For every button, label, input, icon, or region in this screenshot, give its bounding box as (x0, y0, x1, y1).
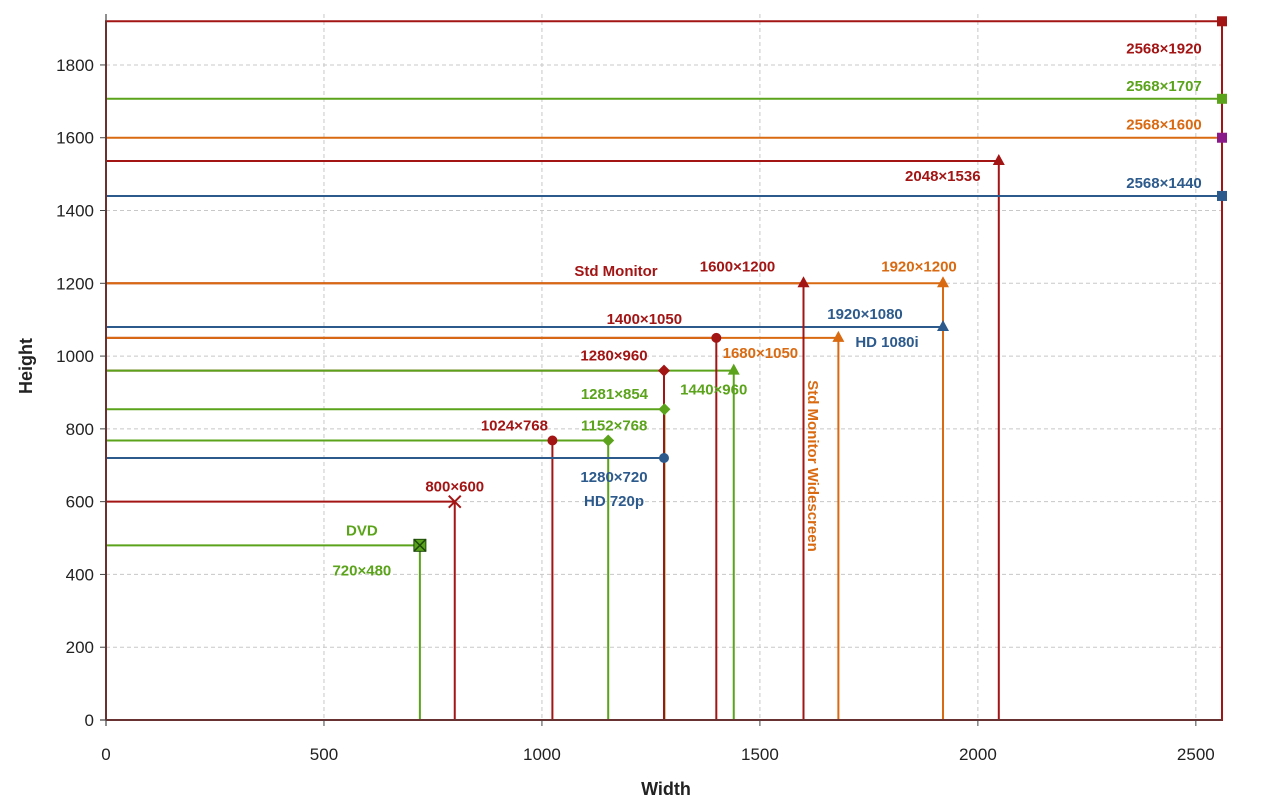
y-tick-label: 800 (66, 420, 94, 439)
annotation-std-monitor-widescreen: Std Monitor Widescreen (804, 380, 821, 552)
resolution-label: 2568×1440 (1126, 175, 1202, 192)
resolution-label: 1680×1050 (723, 345, 799, 362)
y-tick-label: 1600 (56, 129, 94, 148)
data-point-marker (1217, 132, 1227, 143)
resolution-label: 2568×1600 (1126, 117, 1202, 134)
x-tick-label: 1500 (741, 745, 779, 764)
marker-layer (413, 16, 1227, 552)
data-point-marker (602, 434, 615, 447)
data-point-marker (992, 154, 1005, 166)
x-axis-title: Width (641, 779, 691, 799)
data-point-marker (711, 332, 722, 343)
resolution-label: HD 1080i (855, 334, 918, 351)
resolution-line (105, 500, 456, 721)
data-point-marker (832, 330, 845, 342)
data-point-marker (937, 276, 949, 288)
data-point-marker-cross (413, 538, 427, 552)
resolution-line (105, 456, 665, 721)
x-tick-label: 1000 (523, 745, 561, 764)
resolution-label: 720×480 (332, 562, 391, 579)
resolution-label: 1920×1080 (827, 306, 903, 323)
data-point-marker (659, 452, 669, 463)
data-point-marker (448, 494, 462, 509)
resolution-label: 2048×1536 (905, 168, 981, 185)
data-point-marker (658, 364, 670, 377)
resolution-label: HD 720p (584, 493, 644, 510)
resolution-label: 1400×1050 (607, 311, 683, 328)
y-tick-label: 1200 (56, 274, 94, 293)
data-point-marker (1217, 93, 1227, 104)
resolution-label: 800×600 (425, 479, 484, 496)
y-axis-title: Height (16, 338, 36, 394)
resolution-label: 1152×768 (581, 418, 647, 435)
axis-layer: 0 500 1000 1500 2000 2500 0 200 400 600 800 1000 120… (56, 14, 1222, 764)
y-tick-label: 600 (66, 493, 94, 512)
resolution-line (105, 439, 610, 721)
resolution-label: 1280×720 (580, 469, 647, 486)
resolution-label: 1920×1200 (881, 258, 957, 275)
data-point-marker (658, 403, 671, 416)
data-point-marker (1217, 190, 1227, 201)
y-tick-label: 1000 (56, 347, 94, 366)
resolution-label: 1600×1200 (700, 258, 776, 275)
data-point-marker (727, 363, 740, 375)
resolution-label: DVD (346, 522, 378, 539)
resolution-label: 1281×854 (581, 386, 649, 403)
resolution-label: 1440×960 (680, 382, 747, 399)
y-tick-label: 1400 (56, 202, 94, 221)
resolution-label: 1280×960 (580, 348, 647, 365)
resolution-line (105, 439, 554, 721)
x-tick-label: 0 (101, 745, 110, 764)
x-tick-label: 500 (310, 745, 338, 764)
resolution-label: 2568×1707 (1126, 78, 1202, 95)
x-tick-label: 2000 (959, 745, 997, 764)
y-tick-label: 0 (85, 711, 94, 730)
data-point-marker (797, 276, 810, 288)
data-point-marker (937, 319, 949, 331)
label-layer: 720×480 DVD 800×600 1024×768 1152×768 1280×72… (332, 40, 1201, 579)
resolution-label: 1024×768 (481, 418, 548, 435)
data-point-marker (1217, 16, 1227, 27)
data-point-marker (547, 435, 558, 446)
x-tick-label: 2500 (1177, 745, 1215, 764)
y-tick-label: 1800 (56, 56, 94, 75)
y-tick-label: 400 (66, 565, 94, 584)
y-tick-label: 200 (66, 638, 94, 657)
annotation-std-monitor: Std Monitor (574, 263, 657, 280)
resolution-label: 2568×1920 (1126, 40, 1202, 57)
